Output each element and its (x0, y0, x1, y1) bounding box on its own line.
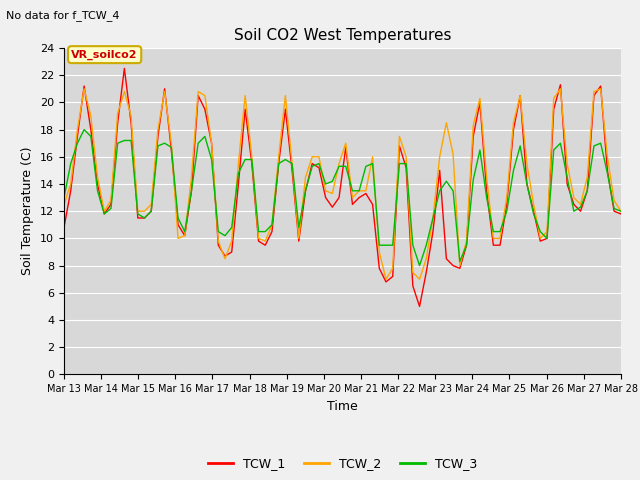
Text: VR_soilco2: VR_soilco2 (72, 49, 138, 60)
TCW_1 (416, 303, 424, 309)
TCW_3 (342, 164, 349, 169)
TCW_1 (315, 165, 323, 170)
TCW_1 (496, 242, 504, 248)
Line: TCW_1: TCW_1 (64, 69, 621, 306)
TCW_3 (100, 211, 108, 217)
TCW_1 (60, 225, 68, 230)
Text: No data for f_TCW_4: No data for f_TCW_4 (6, 10, 120, 21)
Title: Soil CO2 West Temperatures: Soil CO2 West Temperatures (234, 28, 451, 43)
TCW_3 (617, 208, 625, 214)
TCW_2 (100, 208, 108, 214)
TCW_1 (342, 144, 349, 150)
TCW_3 (523, 181, 531, 187)
TCW_2 (315, 154, 323, 160)
TCW_2 (342, 140, 349, 146)
TCW_3 (496, 229, 504, 235)
TCW_2 (382, 276, 390, 282)
TCW_3 (315, 161, 323, 167)
Line: TCW_2: TCW_2 (64, 89, 621, 279)
Line: TCW_3: TCW_3 (64, 130, 621, 265)
TCW_1 (617, 211, 625, 217)
Legend: TCW_1, TCW_2, TCW_3: TCW_1, TCW_2, TCW_3 (203, 453, 482, 476)
TCW_3 (67, 161, 74, 167)
TCW_2 (60, 202, 68, 207)
TCW_3 (416, 263, 424, 268)
X-axis label: Time: Time (327, 400, 358, 413)
TCW_3 (80, 127, 88, 132)
TCW_2 (617, 208, 625, 214)
TCW_1 (67, 188, 74, 194)
TCW_2 (80, 86, 88, 92)
TCW_1 (93, 181, 101, 187)
TCW_2 (523, 161, 531, 167)
Y-axis label: Soil Temperature (C): Soil Temperature (C) (22, 147, 35, 276)
TCW_1 (523, 181, 531, 187)
TCW_2 (67, 181, 74, 187)
TCW_2 (496, 236, 504, 241)
TCW_3 (60, 195, 68, 201)
TCW_1 (120, 66, 128, 72)
